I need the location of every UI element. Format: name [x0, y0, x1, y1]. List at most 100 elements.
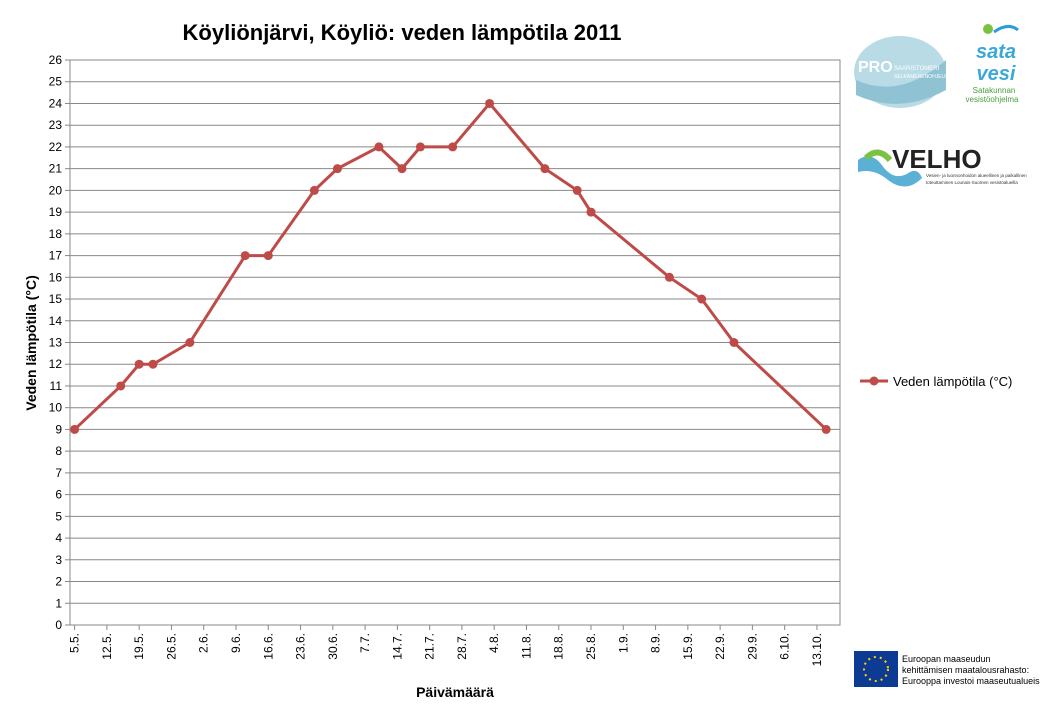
- y-tick-label: 25: [49, 75, 63, 89]
- marker: [485, 98, 495, 108]
- marker: [263, 251, 273, 261]
- y-axis-label: Veden lämpötila (°C): [23, 275, 39, 411]
- logo-eu: Euroopan maaseudun kehittämisen maatalou…: [854, 651, 1040, 687]
- x-tick-label: 4.8.: [487, 633, 501, 653]
- logo-shape: [993, 25, 1019, 34]
- x-tick-label: 28.7.: [455, 633, 469, 660]
- y-tick-label: 14: [49, 314, 63, 328]
- x-tick-label: 7.7.: [358, 633, 372, 653]
- y-tick-label: 5: [55, 509, 62, 523]
- logo-text: sata: [976, 41, 1016, 63]
- y-tick-label: 26: [49, 53, 63, 67]
- chart-title: Köyliönjärvi, Köyliö: veden lämpötila 20…: [183, 20, 622, 45]
- logo-text: Satakunnan: [973, 86, 1016, 95]
- logo-shape: [983, 24, 993, 34]
- logo-text: vesi: [977, 63, 1016, 85]
- logo-shape: [863, 149, 893, 163]
- x-tick-label: 15.9.: [681, 633, 695, 660]
- eu-text: kehittämisen maatalousrahasto:: [902, 665, 1029, 675]
- marker: [148, 359, 158, 369]
- marker: [448, 142, 458, 152]
- logo-pro: PRO SAARISTOMERI SELKÄMERENOHJELMA: [854, 36, 952, 108]
- y-tick-label: 22: [49, 140, 63, 154]
- y-tick-label: 13: [49, 336, 63, 350]
- y-tick-label: 11: [50, 379, 63, 393]
- x-tick-label: 30.6.: [326, 633, 340, 660]
- marker: [540, 164, 550, 174]
- logo-text: SAARISTOMERI: [894, 66, 940, 72]
- x-tick-label: 21.7.: [423, 633, 437, 660]
- y-tick-label: 16: [49, 270, 63, 284]
- y-tick-label: 8: [55, 444, 62, 458]
- logo-velho: VELHO Vesien- ja luonnonhoidon alueellin…: [858, 144, 1027, 187]
- legend-label: Veden lämpötila (°C): [893, 374, 1012, 389]
- y-tick-label: 0: [55, 618, 62, 632]
- y-tick-label: 18: [49, 227, 63, 241]
- logo-text: VELHO: [892, 144, 982, 174]
- marker: [397, 164, 407, 174]
- x-tick-label: 22.9.: [713, 633, 727, 660]
- y-tick-label: 24: [49, 96, 63, 110]
- y-tick-label: 7: [55, 466, 62, 480]
- x-tick-label: 11.8.: [519, 633, 533, 659]
- marker: [332, 164, 342, 174]
- logo-text: Vesien- ja luonnonhoidon alueellinen ja …: [926, 173, 1027, 178]
- x-tick-label: 25.8.: [584, 633, 598, 660]
- y-tick-label: 10: [49, 401, 63, 415]
- x-tick-label: 8.9.: [649, 633, 663, 653]
- x-tick-label: 29.9.: [745, 633, 759, 660]
- marker: [572, 185, 582, 195]
- x-tick-label: 18.8.: [552, 633, 566, 660]
- marker: [70, 424, 80, 434]
- logo-text: PRO: [858, 59, 893, 76]
- y-tick-label: 23: [49, 118, 63, 132]
- marker: [374, 142, 384, 152]
- y-tick-label: 17: [49, 249, 63, 263]
- marker: [729, 338, 739, 347]
- marker: [415, 142, 425, 152]
- y-tick-label: 6: [55, 488, 62, 502]
- marker: [116, 381, 126, 391]
- y-tick-label: 19: [49, 205, 63, 219]
- x-tick-label: 6.10.: [778, 633, 792, 660]
- eu-text: Euroopan maaseudun: [902, 654, 991, 664]
- logo-text: vesistöohjelma: [966, 95, 1019, 104]
- x-tick-label: 14.7.: [390, 633, 404, 660]
- x-tick-label: 5.5.: [68, 633, 82, 653]
- eu-text: Eurooppa investoi maaseutualueisiin: [902, 676, 1040, 686]
- marker: [586, 207, 596, 217]
- marker: [134, 359, 144, 369]
- x-tick-label: 23.6.: [294, 633, 308, 660]
- x-tick-label: 9.6.: [229, 633, 243, 653]
- x-axis-label: Päivämäärä: [416, 684, 494, 700]
- y-tick-label: 20: [49, 183, 63, 197]
- marker: [821, 424, 831, 434]
- eu-stars: [863, 656, 889, 682]
- legend-marker: [869, 376, 879, 386]
- y-tick-label: 9: [55, 422, 62, 436]
- x-tick-label: 2.6.: [197, 633, 211, 653]
- y-tick-label: 12: [49, 357, 63, 371]
- x-tick-label: 19.5.: [132, 633, 146, 660]
- x-tick-label: 13.10.: [810, 633, 824, 666]
- logo-text: toteuttaminen Lounais-Suomen vesistöalue…: [926, 180, 1018, 185]
- x-tick-label: 16.6.: [261, 633, 275, 660]
- logo-shape: [858, 156, 922, 187]
- marker: [185, 338, 195, 347]
- y-tick-label: 3: [55, 553, 62, 567]
- marker: [664, 272, 674, 282]
- x-tick-label: 1.9.: [616, 633, 630, 653]
- logo-shape: [856, 60, 946, 104]
- marker: [309, 185, 319, 195]
- marker: [240, 251, 250, 261]
- y-tick-label: 4: [55, 531, 62, 545]
- logo-text: SELKÄMERENOHJELMA: [894, 73, 952, 80]
- y-tick-label: 21: [49, 162, 63, 176]
- logo-satavesi: sata vesi Satakunnan vesistöohjelma: [966, 24, 1019, 104]
- x-tick-label: 26.5.: [164, 633, 178, 660]
- x-tick-label: 12.5.: [100, 633, 114, 660]
- y-tick-label: 1: [55, 596, 62, 610]
- marker: [697, 294, 707, 304]
- y-tick-label: 2: [55, 575, 62, 589]
